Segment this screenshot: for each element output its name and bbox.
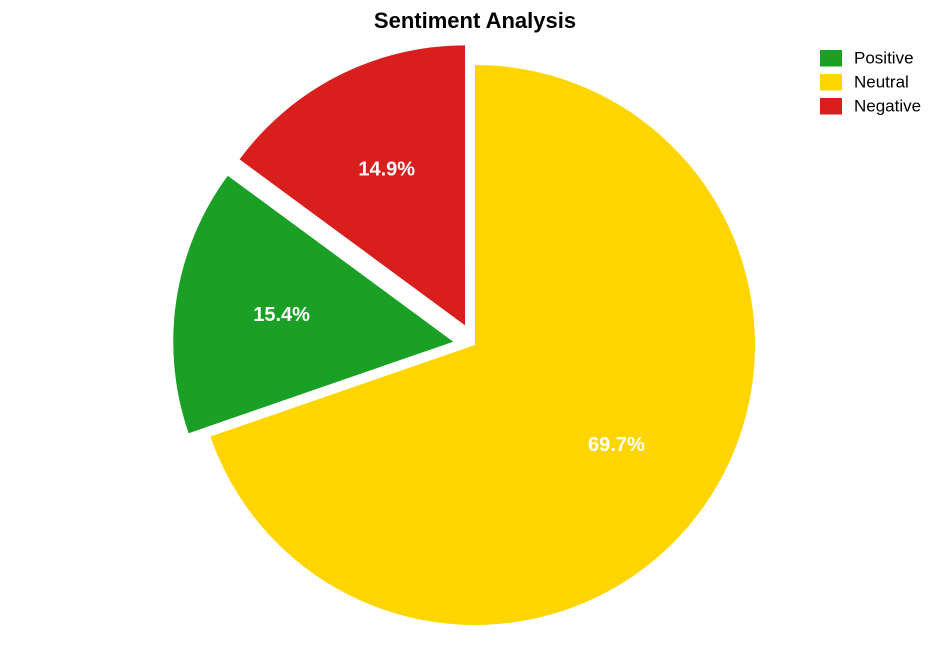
pie-slice-label-positive: 15.4%	[253, 304, 310, 326]
legend-label-neutral: Neutral	[854, 73, 909, 92]
pie-slice-label-negative: 14.9%	[358, 159, 415, 181]
legend-swatch-negative	[820, 98, 842, 115]
legend-swatch-positive	[820, 50, 842, 67]
legend-label-negative: Negative	[854, 97, 921, 116]
sentiment-pie-chart: Sentiment Analysis 69.7% 15.4% 14.9% Positiv…	[0, 0, 950, 662]
pie-slice-label-neutral: 69.7%	[588, 434, 645, 456]
legend-label-positive: Positive	[854, 49, 914, 68]
legend-swatch-neutral	[820, 74, 842, 91]
pie-chart-svg: Sentiment Analysis 69.7% 15.4% 14.9% Positiv…	[0, 0, 950, 662]
chart-title: Sentiment Analysis	[374, 8, 576, 33]
